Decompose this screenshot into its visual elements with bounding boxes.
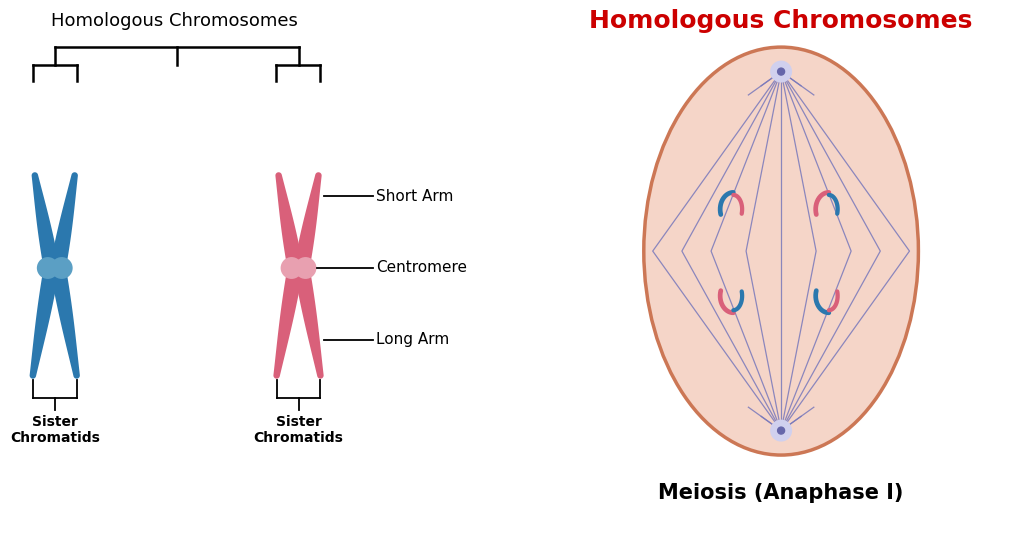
Text: Sister
Chromatids: Sister Chromatids [10,415,99,445]
Polygon shape [51,272,80,379]
Ellipse shape [644,47,919,455]
Circle shape [295,257,316,279]
Circle shape [771,62,792,81]
Text: Homologous Chromosomes: Homologous Chromosomes [51,12,298,31]
Text: Meiosis (Anaphase I): Meiosis (Anaphase I) [658,483,904,503]
Polygon shape [32,172,58,264]
Circle shape [771,421,792,441]
Polygon shape [295,272,324,379]
Text: Long Arm: Long Arm [376,332,450,347]
Polygon shape [51,172,78,264]
Text: Sister
Chromatids: Sister Chromatids [254,415,343,445]
Text: Short Arm: Short Arm [376,189,454,204]
Circle shape [777,427,784,434]
Text: Centromere: Centromere [376,260,467,276]
Polygon shape [295,172,322,264]
Circle shape [281,257,302,279]
Circle shape [777,68,784,75]
Polygon shape [273,272,302,379]
Polygon shape [275,172,302,264]
Polygon shape [30,272,58,379]
Circle shape [51,257,73,279]
Text: Homologous Chromosomes: Homologous Chromosomes [590,9,973,33]
Circle shape [37,257,58,279]
